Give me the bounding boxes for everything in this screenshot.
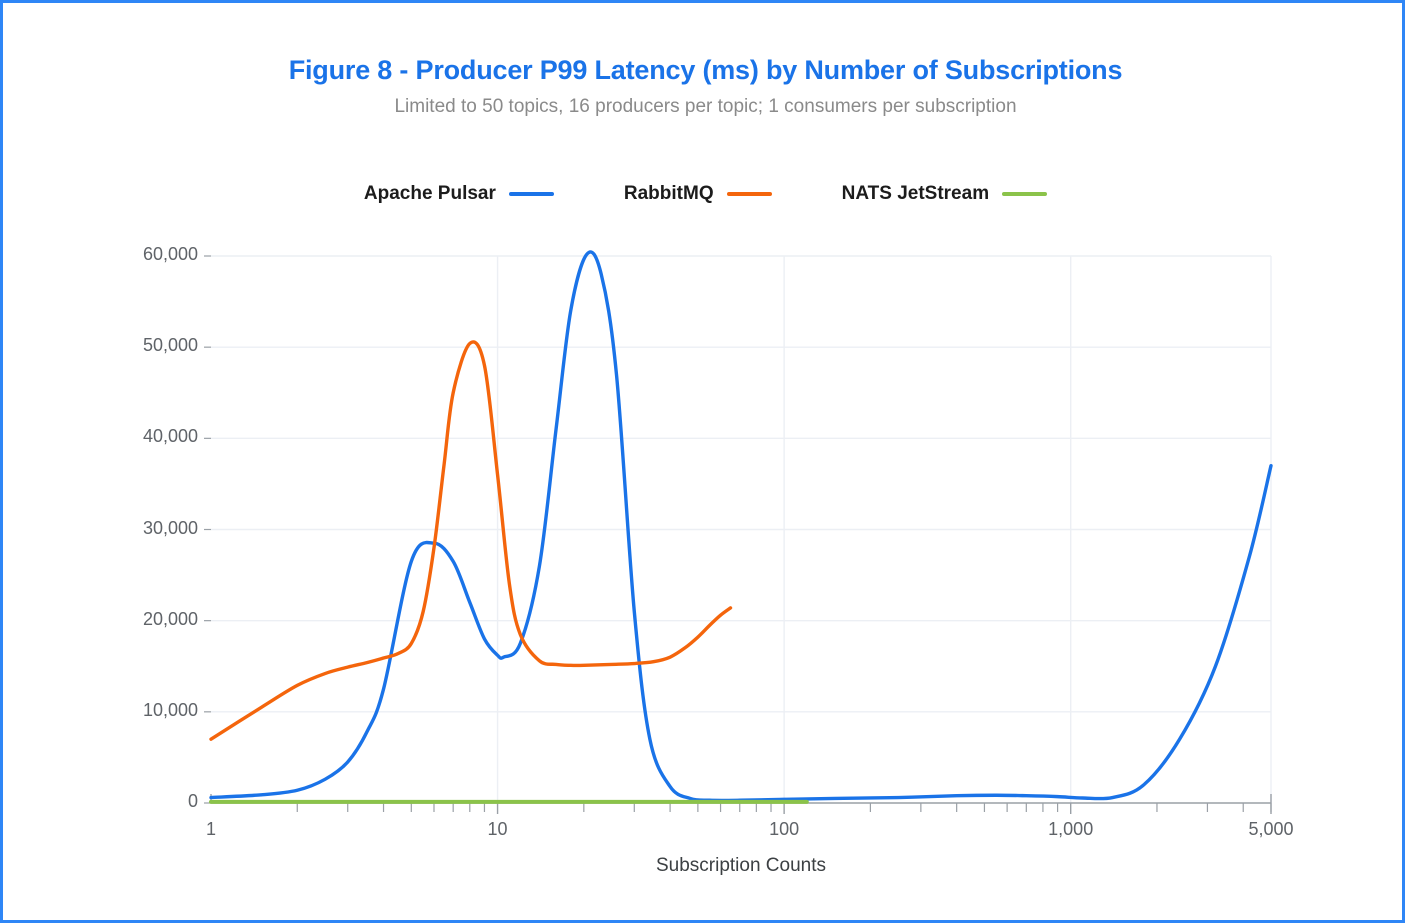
y-axis-tick-label: 10,000 — [142, 699, 198, 720]
series-line-apache-pulsar — [209, 250, 1273, 803]
legend-label-rabbitmq: RabbitMQ — [623, 183, 714, 204]
y-axis-tick-label: 30,000 — [142, 517, 198, 538]
legend-item-rabbitmq[interactable]: RabbitMQ — [624, 183, 772, 205]
plot-area: 0 10,000 20,000 30,000 40,000 50,000 60,000 1 1… — [3, 3, 1402, 920]
series-line-rabbitmq — [209, 340, 733, 741]
legend-swatch-apache-pulsar — [508, 192, 554, 196]
chart-subtitle: Limited to 50 topics, 16 producers per t… — [394, 96, 1017, 117]
legend-item-apache-pulsar[interactable]: Apache Pulsar — [364, 183, 554, 205]
chart-legend: Apache Pulsar RabbitMQ NATS JetStream — [3, 183, 1402, 205]
x-axis-title: Subscription Counts — [655, 855, 827, 876]
x-axis-tick-label: 5,000 — [1248, 819, 1294, 839]
axis-lines — [204, 255, 1272, 814]
y-axis-tick-label: 40,000 — [142, 426, 198, 447]
y-axis-tick-label: 20,000 — [142, 608, 198, 629]
series-lines — [209, 250, 1273, 804]
y-axis-tick-label: 50,000 — [142, 335, 198, 356]
legend-label-nats-jetstream: NATS JetStream — [841, 183, 990, 204]
chart-title: Figure 8 - Producer P99 Latency (ms) by … — [288, 55, 1123, 85]
x-axis-tick-label: 10 — [487, 819, 508, 839]
x-axis-tick-label: 1,000 — [1048, 819, 1094, 839]
x-axis-tick-label: 100 — [769, 819, 800, 839]
x-axis-tick-label: 1 — [205, 819, 216, 839]
legend-swatch-rabbitmq — [726, 192, 772, 196]
legend-label-apache-pulsar: Apache Pulsar — [363, 183, 496, 204]
legend-item-nats-jetstream[interactable]: NATS JetStream — [841, 183, 1048, 205]
plot-svg — [204, 250, 1273, 814]
gridlines — [211, 255, 1272, 803]
y-axis-tick-label: 60,000 — [142, 244, 198, 264]
y-axis-tick-label: 0 — [187, 791, 198, 811]
legend-swatch-nats-jetstream — [1002, 192, 1048, 196]
